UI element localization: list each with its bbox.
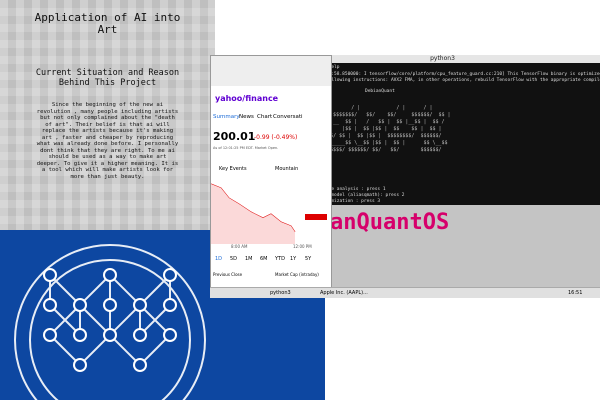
neural-net-icon [14, 244, 206, 400]
terminal-option: -- to start llm model (aliasqmath): pres… [288, 193, 405, 198]
terminal-log: To enable the following instructions: AV… [288, 78, 600, 83]
task-item[interactable]: python3 [270, 290, 291, 296]
clock: 16:51 [568, 290, 583, 296]
task-item[interactable]: Apple Inc. (AAPL)... [320, 290, 368, 296]
range-button[interactable]: YTD [275, 256, 285, 262]
ascii-art: / | / | / | / | $$$$$$/ $$ | $$$$$$$/ $$… [288, 105, 451, 153]
range-button[interactable]: 1Y [290, 256, 297, 262]
price-chart [211, 183, 327, 244]
slide-heading: Current Situation and Reason Behind This… [35, 68, 180, 88]
range-button[interactable]: 1M [245, 256, 253, 262]
desktop [285, 190, 600, 290]
os-brand: anQuantOS [330, 210, 450, 235]
range-button[interactable]: 1D [215, 256, 223, 262]
stat-label: Market Cap (intraday) [275, 272, 319, 277]
slide-title: Application of AI into Art [34, 11, 181, 36]
chart-style[interactable]: Mountain [275, 166, 299, 172]
quote-time: As of 12:01:25 PM EDT. Market Open. [213, 146, 279, 150]
document-slide: Application of AI into Art Current Situa… [0, 0, 215, 230]
tab[interactable]: Conversati [273, 114, 303, 120]
range-button[interactable]: 6M [260, 256, 268, 262]
terminal: File Edit Tabs Help 2025-06-23 10:30:58.… [285, 55, 600, 205]
key-events-toggle[interactable]: Key Events [219, 166, 247, 172]
price-badge [305, 214, 327, 220]
price-area [211, 184, 295, 244]
range-button[interactable]: 5D [230, 256, 238, 262]
browser-chrome [211, 56, 331, 86]
terminal-log: 2025-06-23 10:30:58.850000: I tensorflow… [288, 72, 600, 77]
terminal-banner: DebianQuant [365, 89, 395, 94]
stock-change: -0.99 (-0.49%) [254, 134, 298, 141]
taskbar: python3 Apple Inc. (AAPL)... 16:51 [210, 287, 600, 298]
browser-window: yahoo/finance Summary News Chart Convers… [210, 55, 332, 297]
range-button[interactable]: 5Y [305, 256, 312, 262]
terminal-option: ...for generative analysis : press 1 [288, 187, 386, 192]
tab[interactable]: Summary [213, 114, 240, 120]
tab[interactable]: News [239, 114, 254, 120]
stat-label: Previous Close [213, 272, 243, 277]
tab[interactable]: Chart [257, 114, 273, 120]
stock-price: 200.01 [213, 130, 256, 143]
slide-body: Since the beginning of the new ai revolu… [36, 102, 179, 180]
terminal-titlebar: python3 [285, 55, 600, 63]
x-label: 12:00 PM [293, 244, 312, 249]
x-label: 8:00 AM [231, 244, 248, 249]
terminal-option: -- for risk optimization : press 3 [288, 199, 381, 204]
site-logo[interactable]: yahoo/finance [215, 94, 279, 103]
